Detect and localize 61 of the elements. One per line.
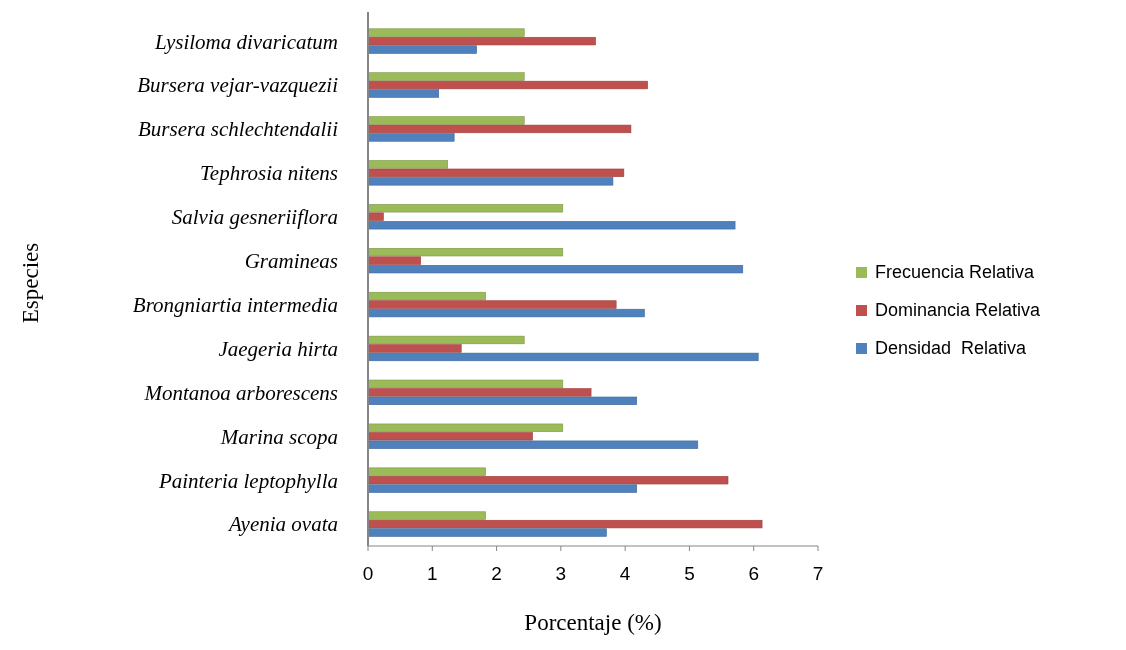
bar [367, 28, 525, 37]
bar [367, 476, 729, 485]
bar [367, 528, 607, 537]
bar [367, 335, 525, 345]
x-tick-label: 1 [427, 563, 438, 584]
x-tick-label: 4 [619, 563, 631, 584]
bar [367, 204, 564, 213]
y-tick-label: Gramineas [244, 249, 338, 274]
bar [367, 248, 564, 257]
bar [367, 133, 455, 142]
bar [367, 212, 384, 221]
bar [367, 484, 638, 493]
bar [367, 36, 596, 46]
bar [367, 511, 486, 520]
bar [367, 256, 422, 265]
bar [367, 291, 486, 301]
y-axis-title: Especies [18, 242, 43, 324]
bar [367, 432, 533, 441]
y-tick-label: Montanoa arborescens [143, 380, 338, 405]
bar [367, 72, 525, 81]
legend-label: Frecuencia Relativa [875, 262, 1036, 282]
x-tick-label: 6 [748, 563, 759, 584]
bar [367, 308, 645, 318]
bar [367, 221, 736, 230]
bar [367, 124, 632, 134]
bar [367, 168, 625, 177]
bar [367, 440, 699, 449]
y-tick-label: Bursera vejar-vazquezii [137, 73, 339, 98]
y-tick-label: Jaegeria hirta [218, 336, 338, 361]
bar [367, 379, 564, 389]
bar [367, 116, 525, 125]
y-tick-label: Bursera schlechtendalii [137, 117, 339, 142]
bar [367, 89, 440, 98]
legend-label: Densidad Relativa [875, 338, 1028, 358]
y-tick-label: Lysiloma divaricatum [153, 29, 338, 54]
x-tick-label: 7 [812, 563, 824, 584]
bar [367, 80, 648, 90]
x-tick-label: 3 [555, 563, 567, 584]
x-tick-label: 5 [684, 563, 695, 584]
y-tick-label: Brongniartia intermedia [132, 292, 338, 317]
bar [367, 177, 614, 186]
bar [367, 396, 638, 405]
y-tick-label: Ayenia ovata [226, 512, 338, 537]
bar [367, 423, 564, 432]
x-axis-title: Porcentaje (%) [524, 610, 662, 635]
x-tick-label: 2 [491, 563, 502, 584]
bar [367, 467, 486, 476]
bar [367, 352, 759, 362]
bar [367, 264, 744, 274]
y-tick-label: Painteria leptophylla [157, 468, 338, 493]
y-tick-label: Marina scopa [219, 424, 338, 449]
bar [367, 300, 617, 309]
x-tick-label: 0 [362, 563, 374, 584]
legend-label: Dominancia Relativa [875, 300, 1042, 320]
y-tick-label: Tephrosia nitens [200, 161, 338, 186]
bar [367, 344, 462, 353]
bar [367, 519, 763, 529]
bar [367, 160, 449, 169]
y-tick-label: Salvia gesneriiflora [171, 205, 338, 230]
bar [367, 388, 592, 397]
bar [367, 45, 477, 54]
